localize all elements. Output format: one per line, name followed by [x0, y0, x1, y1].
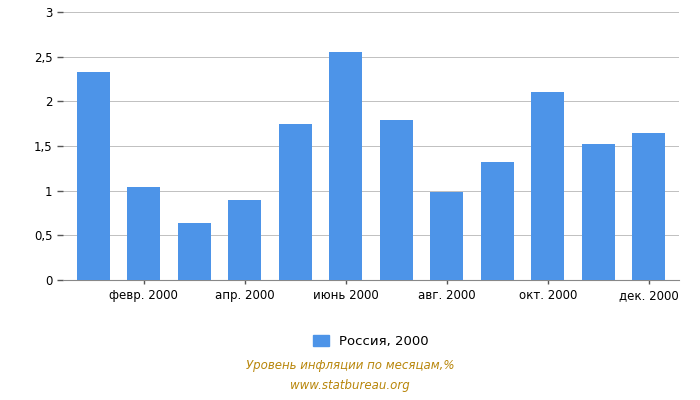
Bar [127, 187, 160, 280]
Bar [279, 124, 312, 280]
Bar [430, 192, 463, 280]
Bar [582, 144, 615, 280]
Bar [329, 52, 362, 280]
Bar [481, 162, 514, 280]
Text: Уровень инфляции по месяцам,%: Уровень инфляции по месяцам,% [246, 360, 454, 372]
Bar [228, 200, 261, 280]
Bar [178, 223, 211, 280]
Bar [531, 92, 564, 280]
Legend: Россия, 2000: Россия, 2000 [313, 335, 429, 348]
Bar [380, 120, 413, 280]
Bar [632, 134, 665, 280]
Text: www.statbureau.org: www.statbureau.org [290, 380, 410, 392]
Bar [77, 72, 110, 280]
